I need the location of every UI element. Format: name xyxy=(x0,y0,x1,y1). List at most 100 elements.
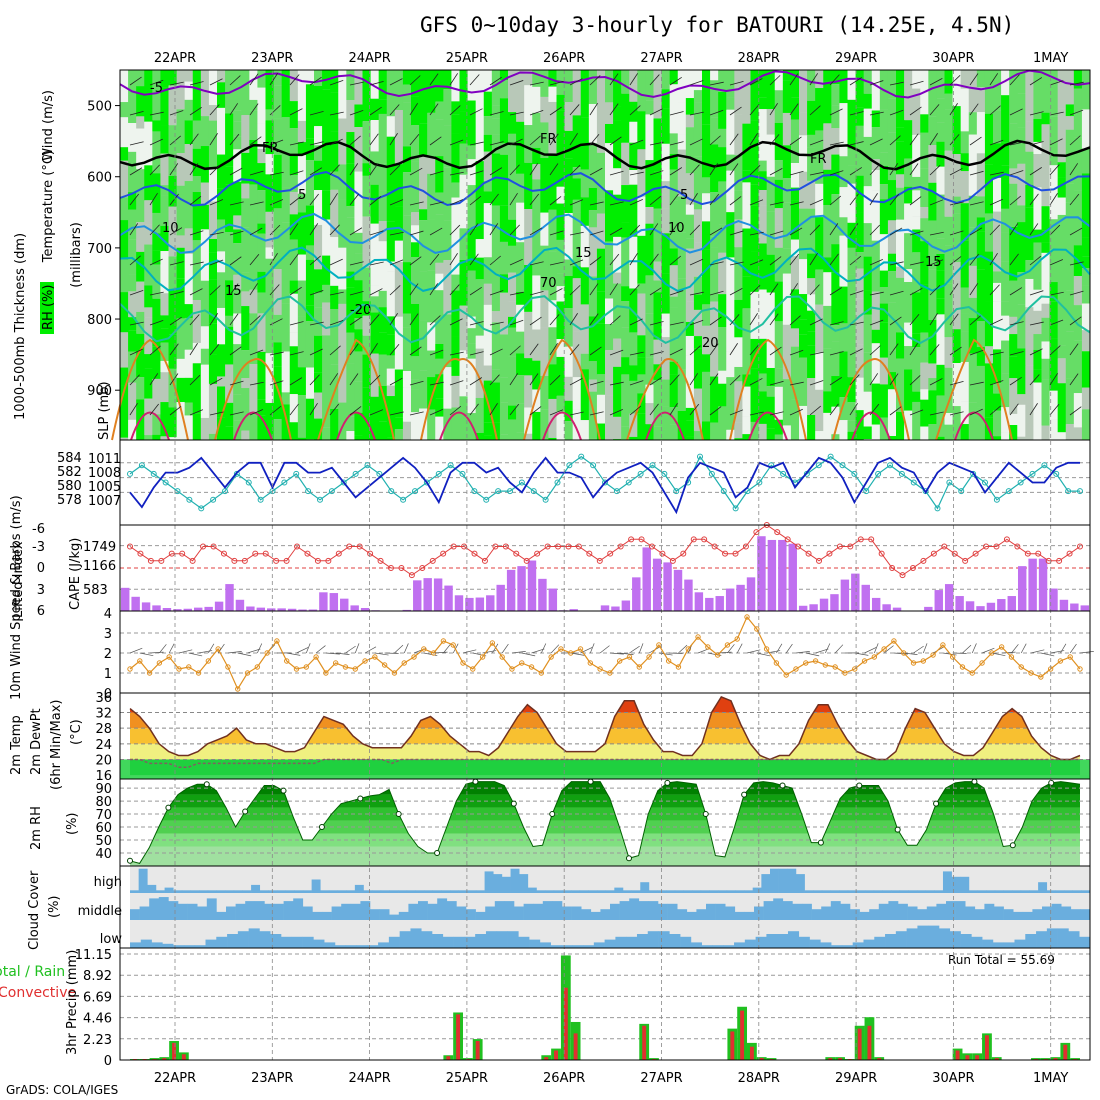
wind-barb xyxy=(169,163,179,176)
rh-shading-cell xyxy=(807,278,816,295)
wind-speed-point xyxy=(783,672,789,678)
rh-shading-cell xyxy=(322,190,331,220)
upper-air-ytick: 500 xyxy=(87,100,112,115)
wind-barb xyxy=(509,403,520,416)
cloud-bar-middle xyxy=(312,911,323,920)
rh-shading-cell xyxy=(1009,226,1018,281)
rh-shading-cell xyxy=(621,237,630,287)
rh-shading-cell xyxy=(548,437,557,440)
wind-barb xyxy=(589,134,600,146)
rh-shading-cell xyxy=(734,438,743,440)
rh-shading-cell xyxy=(532,86,541,113)
rh-shading-cell xyxy=(831,341,840,377)
rh-shading-cell xyxy=(508,419,517,440)
cloud-bar-middle xyxy=(341,903,352,920)
cloud-bar-middle xyxy=(139,906,150,920)
wind-barb-10m xyxy=(511,651,526,654)
rh-shading-cell xyxy=(475,408,485,433)
rh-shading-cell xyxy=(1057,319,1067,346)
wind-barb xyxy=(749,199,764,206)
rh-shading-cell xyxy=(241,183,250,199)
rh-shading-cell xyxy=(128,317,137,331)
rh-shading-cell xyxy=(629,288,638,333)
rh-shading-cell xyxy=(968,70,978,113)
cloud-bar-high xyxy=(181,890,191,893)
wind-barb xyxy=(589,201,604,206)
cloud-bar-middle xyxy=(437,898,448,920)
cloud-bar-low xyxy=(205,939,217,948)
rh-shading-cell xyxy=(968,353,978,403)
rh-shading-cell xyxy=(370,223,380,238)
rh-shading-cell xyxy=(483,365,493,381)
wind-speed-point xyxy=(362,658,368,664)
rh-shading-cell xyxy=(346,163,355,207)
wind-barb xyxy=(349,406,362,416)
cloud-bar-high xyxy=(294,890,304,893)
rh-shading-cell xyxy=(370,184,380,224)
cape-bar xyxy=(924,606,933,611)
rh-shading-cell xyxy=(661,337,671,380)
rh-shading-cell xyxy=(1033,70,1042,119)
wind-barb xyxy=(269,171,284,176)
wind-barb xyxy=(429,315,441,326)
cloud-bar-high xyxy=(277,890,286,893)
hot-contour xyxy=(542,411,582,441)
cloud-bar-middle xyxy=(514,906,524,920)
rh-shading-cell xyxy=(726,70,735,98)
rh-shading-cell xyxy=(1041,169,1051,207)
thickness-point xyxy=(435,470,442,477)
rh-shading-cell xyxy=(241,291,250,307)
rh-shading-cell xyxy=(815,130,824,184)
rh-shading-cell xyxy=(807,180,816,209)
rh-shading-cell xyxy=(411,412,420,440)
rh-shading-cell xyxy=(297,142,307,156)
rh-shading-cell xyxy=(605,266,614,299)
rh-shading-cell xyxy=(613,272,622,284)
upper-air-ytick: 800 xyxy=(87,313,112,328)
wind-barb xyxy=(789,381,804,386)
cloud-bar-middle xyxy=(974,909,985,920)
rh-shading-cell xyxy=(637,357,646,375)
rh-shading-cell xyxy=(823,81,832,124)
rh-shading-cell xyxy=(879,234,889,271)
rh-shading-cell xyxy=(524,265,533,312)
rh-shading-cell xyxy=(297,254,307,281)
footer-credit: GrADS: COLA/IGES xyxy=(6,1083,118,1097)
rh-shading-cell xyxy=(152,212,161,234)
cloud-bar-middle xyxy=(1013,911,1024,920)
cloud-bar-middle xyxy=(562,906,572,920)
wind-barb xyxy=(589,283,599,296)
wind-barb xyxy=(709,163,719,176)
wind-barb xyxy=(1029,290,1044,296)
rh-shading-cell xyxy=(144,121,153,166)
thickness-point xyxy=(875,470,882,477)
rh-shading-cell xyxy=(1017,205,1026,223)
rh-shading-cell xyxy=(200,348,210,365)
rh-shading-cell xyxy=(354,127,363,172)
rh-shading-cell xyxy=(1081,237,1091,257)
cloud-ylabel-unit: (%) xyxy=(47,896,62,919)
cloud-bar-high xyxy=(787,868,797,893)
rh-shading-cell xyxy=(847,148,857,166)
rh-shading-cell xyxy=(896,70,905,83)
wind-barb xyxy=(609,136,622,146)
wind-barb-10m xyxy=(247,648,261,654)
precip-convective-bar xyxy=(181,1054,186,1060)
rh-shading-cell xyxy=(637,393,646,414)
rh-shading-cell xyxy=(160,87,169,126)
rh-shading-cell xyxy=(1025,207,1034,261)
cloud-bar-high xyxy=(510,868,520,893)
lifted-index-point xyxy=(440,550,447,557)
wind-speed-point xyxy=(391,670,398,676)
panel-frame-precip xyxy=(119,947,1091,1061)
rh-shading-cell xyxy=(952,329,962,364)
wind-barb xyxy=(809,171,824,176)
cloud-bar-high xyxy=(173,890,183,893)
rh-shading-cell xyxy=(281,187,291,223)
rh-shading-cell xyxy=(896,411,905,440)
wind-barb xyxy=(909,314,920,326)
cape-bar xyxy=(548,588,558,611)
rh-shading-cell xyxy=(483,181,493,192)
rh-point xyxy=(357,795,364,802)
rh-shading-cell xyxy=(152,131,161,174)
